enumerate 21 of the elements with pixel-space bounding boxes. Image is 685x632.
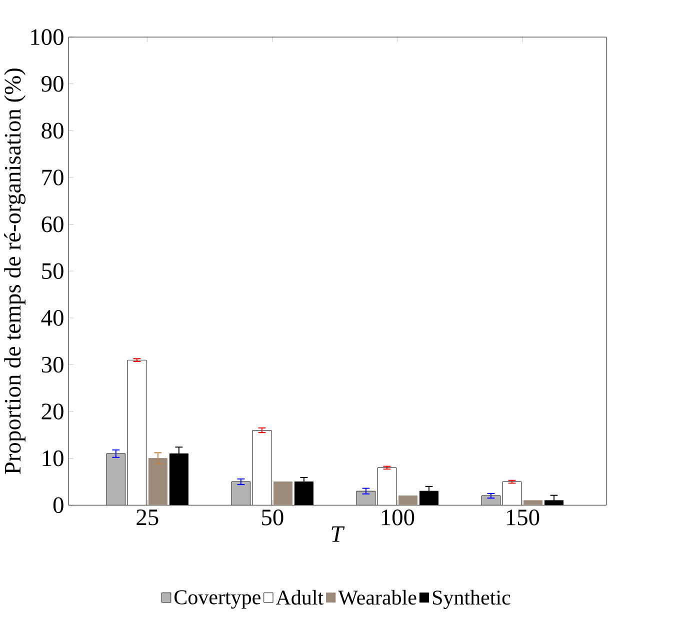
y-axis-title: Proportion de temps de ré-organisation (%): [4, 68, 26, 474]
y-tick-label: 20: [42, 404, 64, 420]
y-tick-label: 80: [42, 122, 64, 139]
y-tick-label: 40: [41, 310, 64, 326]
legend-label: Adult: [276, 590, 324, 605]
x-tick-label: 50: [262, 509, 284, 526]
legend-label: Wearable: [338, 590, 416, 605]
y-tick-label: 10: [42, 450, 64, 466]
legend-label: Synthetic: [432, 590, 510, 609]
x-axis-title: T: [332, 526, 345, 542]
y-tick-label: 60: [42, 216, 64, 232]
y-tick-label: 30: [42, 356, 64, 373]
x-tick-label: 150: [506, 509, 540, 526]
y-tick-label: 0: [53, 497, 64, 514]
y-tick-label: 100: [31, 29, 64, 45]
legend-label: Covertype: [174, 590, 260, 609]
y-tick-label: 90: [42, 76, 64, 92]
x-tick-label: 100: [382, 509, 414, 526]
x-tick-label: 25: [136, 509, 158, 526]
y-tick-label: 50: [42, 263, 64, 279]
y-tick-label: 70: [42, 170, 64, 186]
